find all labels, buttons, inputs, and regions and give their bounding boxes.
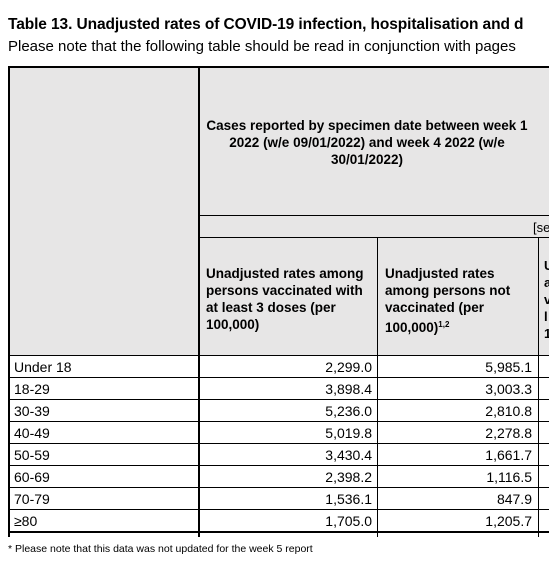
vaccinated-rate-cell: 1,705.0 [325, 513, 372, 529]
age-cell: Under 18 [14, 359, 72, 375]
col-header-vaccinated: Unadjusted rates among persons vaccinate… [206, 266, 364, 332]
table-row: 40-49 5,019.8 2,278.8 [0, 422, 549, 444]
header-rule-bottom [8, 355, 549, 356]
unvaccinated-rate-cell: 1,205.7 [485, 513, 532, 529]
header-bg-period [199, 67, 549, 215]
period-header: Cases reported by specimen date between … [206, 118, 528, 167]
unvaccinated-rate-cell: 3,003.3 [485, 381, 532, 397]
unvaccinated-rate-cell: 847.9 [496, 491, 532, 507]
footnote-ref: 1,2 [438, 320, 450, 329]
table-row: 60-69 2,398.2 1,116.5 [0, 466, 549, 488]
header-bg-col2 [378, 238, 538, 355]
table-row: 18-29 3,898.4 3,003.3 [0, 378, 549, 400]
table-row: ≥80 1,705.0 1,205.7 [0, 510, 549, 532]
row-divider [8, 443, 549, 444]
vaccinated-rate-cell: 2,398.2 [325, 469, 372, 485]
header-bg-age [8, 67, 198, 355]
unvaccinated-rate-cell: 2,810.8 [485, 403, 532, 419]
table-row: Under 18 2,299.0 5,985.1 [0, 356, 549, 378]
row-divider [8, 399, 549, 400]
col-header-cut: U a v l 1 [544, 258, 549, 341]
table-subtitle: Please note that the following table sho… [8, 38, 516, 55]
header-rule-1 [199, 215, 549, 216]
vaccinated-rate-cell: 3,430.4 [325, 447, 372, 463]
table-title: Table 13. Unadjusted rates of COVID-19 i… [8, 16, 524, 33]
vaccinated-rate-cell: 1,536.1 [325, 491, 372, 507]
col-header-unvaccinated: Unadjusted rates among persons not vacci… [385, 266, 511, 335]
col-divider-1 [198, 66, 200, 537]
unvaccinated-rate-cell: 1,661.7 [485, 447, 532, 463]
col-divider-3 [538, 237, 539, 537]
table-row: 70-79 1,536.1 847.9 [0, 488, 549, 510]
unvaccinated-rate-cell: 2,278.8 [485, 425, 532, 441]
col-divider-2 [377, 237, 378, 537]
sub-label-cut: [se [533, 220, 549, 235]
row-divider [8, 509, 549, 510]
header-bg-col3 [539, 238, 549, 355]
age-cell: 50-59 [14, 447, 50, 463]
age-cell: 70-79 [14, 491, 50, 507]
footnote: * Please note that this data was not upd… [8, 543, 313, 555]
row-divider [8, 421, 549, 422]
header-bg-sub [199, 216, 549, 237]
table-row: 50-59 3,430.4 1,661.7 [0, 444, 549, 466]
age-cell: ≥80 [14, 513, 38, 529]
unvaccinated-rate-cell: 1,116.5 [486, 469, 532, 485]
age-cell: 30-39 [14, 403, 50, 419]
age-cell: 40-49 [14, 425, 50, 441]
table-border-left [8, 66, 10, 537]
vaccinated-rate-cell: 5,236.0 [325, 403, 372, 419]
vaccinated-rate-cell: 2,299.0 [325, 359, 372, 375]
vaccinated-rate-cell: 5,019.8 [325, 425, 372, 441]
row-divider [8, 465, 549, 466]
table-border-top [8, 66, 549, 68]
header-bg-col1 [199, 238, 377, 355]
header-rule-2 [199, 237, 549, 238]
vaccinated-rate-cell: 3,898.4 [325, 381, 372, 397]
table-border-bottom [8, 531, 549, 533]
row-divider [8, 487, 549, 488]
unvaccinated-rate-cell: 5,985.1 [485, 359, 532, 375]
age-cell: 60-69 [14, 469, 50, 485]
table-row: 30-39 5,236.0 2,810.8 [0, 400, 549, 422]
row-divider [8, 377, 549, 378]
age-cell: 18-29 [14, 381, 50, 397]
